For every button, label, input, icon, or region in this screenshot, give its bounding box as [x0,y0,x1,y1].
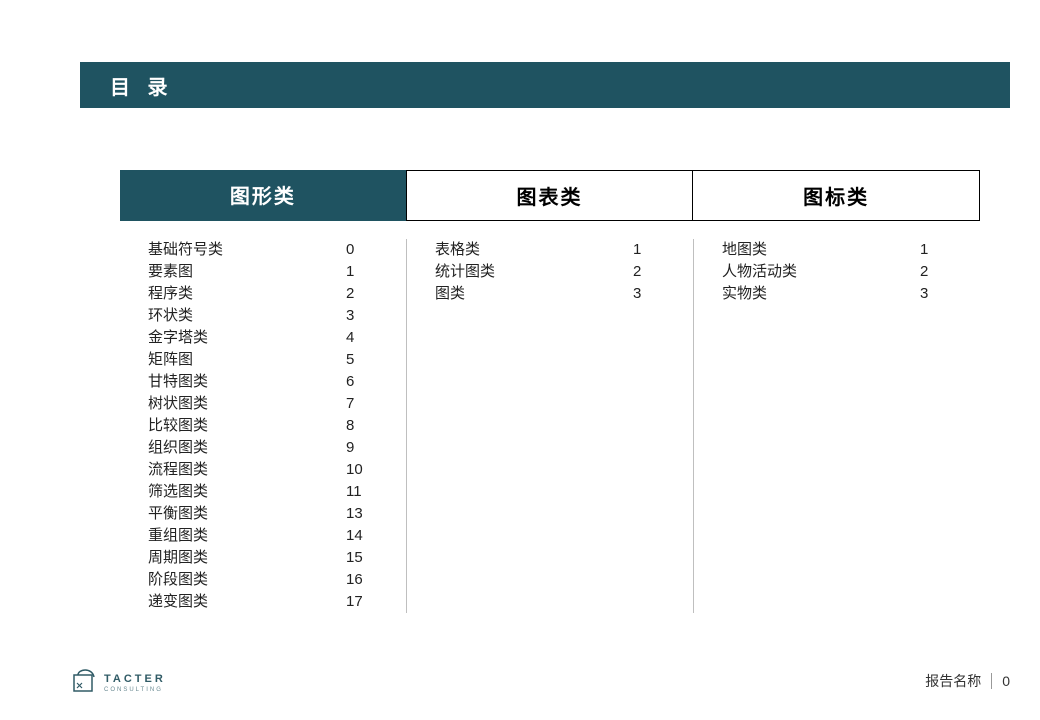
table-of-contents: 图形类图表类图标类 基础符号类0要素图1程序类2环状类3金字塔类4矩阵图5甘特图… [120,170,980,613]
toc-item-number: 0 [338,239,378,261]
toc-item-number: 9 [338,437,378,459]
toc-item-number: 8 [338,415,378,437]
toc-row[interactable]: 重组图类14 [148,525,378,547]
toc-item-label: 流程图类 [148,459,338,481]
toc-body: 基础符号类0要素图1程序类2环状类3金字塔类4矩阵图5甘特图类6树状图类7比较图… [120,239,980,613]
title-text: 目 录 [110,71,174,100]
toc-item-number: 1 [338,261,378,283]
toc-header-2[interactable]: 图标类 [693,170,980,221]
toc-header-0[interactable]: 图形类 [120,170,406,221]
toc-row[interactable]: 实物类3 [722,283,952,305]
footer: TACTER CONSULTING 报告名称 0 [72,666,1010,696]
toc-item-number: 3 [338,305,378,327]
logo-subtext: CONSULTING [104,687,166,693]
toc-item-label: 地图类 [722,239,912,261]
toc-row[interactable]: 流程图类10 [148,459,378,481]
toc-row[interactable]: 树状图类7 [148,393,378,415]
toc-row[interactable]: 平衡图类13 [148,503,378,525]
toc-row[interactable]: 比较图类8 [148,415,378,437]
toc-item-number: 16 [338,569,378,591]
toc-row[interactable]: 表格类1 [435,239,665,261]
logo-text: TACTER [104,673,166,685]
toc-column-2: 地图类1人物活动类2实物类3 [693,239,980,613]
toc-row[interactable]: 环状类3 [148,305,378,327]
toc-row[interactable]: 地图类1 [722,239,952,261]
toc-item-label: 平衡图类 [148,503,338,525]
toc-column-0: 基础符号类0要素图1程序类2环状类3金字塔类4矩阵图5甘特图类6树状图类7比较图… [120,239,406,613]
toc-item-number: 2 [912,261,952,283]
toc-item-number: 11 [338,481,378,503]
toc-row[interactable]: 程序类2 [148,283,378,305]
toc-item-number: 5 [338,349,378,371]
toc-row[interactable]: 周期图类15 [148,547,378,569]
toc-item-label: 筛选图类 [148,481,338,503]
toc-item-number: 2 [338,283,378,305]
toc-column-1: 表格类1统计图类2图类3 [406,239,693,613]
toc-row[interactable]: 图类3 [435,283,665,305]
toc-item-number: 3 [912,283,952,305]
toc-row[interactable]: 人物活动类2 [722,261,952,283]
toc-item-label: 周期图类 [148,547,338,569]
toc-row[interactable]: 矩阵图5 [148,349,378,371]
toc-item-number: 1 [625,239,665,261]
toc-item-number: 15 [338,547,378,569]
toc-item-label: 环状类 [148,305,338,327]
toc-item-number: 17 [338,591,378,613]
toc-row[interactable]: 统计图类2 [435,261,665,283]
toc-row[interactable]: 阶段图类16 [148,569,378,591]
toc-header-1[interactable]: 图表类 [406,170,694,221]
toc-item-number: 7 [338,393,378,415]
toc-item-number: 1 [912,239,952,261]
toc-item-label: 金字塔类 [148,327,338,349]
toc-item-label: 统计图类 [435,261,625,283]
toc-item-label: 甘特图类 [148,371,338,393]
toc-row[interactable]: 甘特图类6 [148,371,378,393]
toc-item-label: 阶段图类 [148,569,338,591]
slide: 目 录 图形类图表类图标类 基础符号类0要素图1程序类2环状类3金字塔类4矩阵图… [0,0,1040,720]
toc-item-label: 实物类 [722,283,912,305]
toc-item-number: 10 [338,459,378,481]
toc-row[interactable]: 金字塔类4 [148,327,378,349]
toc-item-label: 递变图类 [148,591,338,613]
toc-item-label: 矩阵图 [148,349,338,371]
brand-logo: TACTER CONSULTING [72,669,166,693]
toc-item-number: 13 [338,503,378,525]
toc-item-label: 重组图类 [148,525,338,547]
toc-header-row: 图形类图表类图标类 [120,170,980,221]
toc-row[interactable]: 要素图1 [148,261,378,283]
toc-row[interactable]: 筛选图类11 [148,481,378,503]
toc-row[interactable]: 组织图类9 [148,437,378,459]
toc-item-label: 图类 [435,283,625,305]
page-separator [991,673,992,689]
toc-item-number: 6 [338,371,378,393]
toc-row[interactable]: 基础符号类0 [148,239,378,261]
toc-item-label: 程序类 [148,283,338,305]
toc-item-label: 组织图类 [148,437,338,459]
toc-item-label: 树状图类 [148,393,338,415]
logo-text-block: TACTER CONSULTING [104,669,166,693]
toc-item-label: 基础符号类 [148,239,338,261]
toc-item-number: 2 [625,261,665,283]
report-name-label: 报告名称 [925,671,981,691]
toc-item-number: 14 [338,525,378,547]
logo-mark-icon [72,669,98,693]
toc-item-label: 表格类 [435,239,625,261]
title-bar: 目 录 [80,62,1010,108]
toc-row[interactable]: 递变图类17 [148,591,378,613]
toc-item-label: 要素图 [148,261,338,283]
page-info: 报告名称 0 [925,671,1010,691]
toc-item-label: 比较图类 [148,415,338,437]
page-number: 0 [1002,673,1010,689]
toc-item-number: 3 [625,283,665,305]
toc-item-number: 4 [338,327,378,349]
toc-item-label: 人物活动类 [722,261,912,283]
